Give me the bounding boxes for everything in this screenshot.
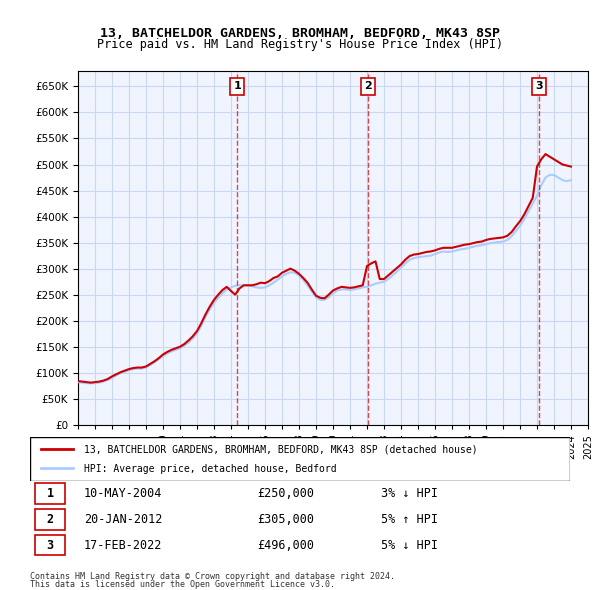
Text: Price paid vs. HM Land Registry's House Price Index (HPI): Price paid vs. HM Land Registry's House … <box>97 38 503 51</box>
Text: 2: 2 <box>364 81 372 91</box>
Text: Contains HM Land Registry data © Crown copyright and database right 2024.: Contains HM Land Registry data © Crown c… <box>30 572 395 581</box>
Text: 1: 1 <box>233 81 241 91</box>
Text: £305,000: £305,000 <box>257 513 314 526</box>
FancyBboxPatch shape <box>30 437 570 481</box>
Text: 13, BATCHELDOR GARDENS, BROMHAM, BEDFORD, MK43 8SP: 13, BATCHELDOR GARDENS, BROMHAM, BEDFORD… <box>100 27 500 40</box>
Text: 2: 2 <box>47 513 54 526</box>
Text: 17-FEB-2022: 17-FEB-2022 <box>84 539 163 552</box>
Text: 3% ↓ HPI: 3% ↓ HPI <box>381 487 438 500</box>
Text: 20-JAN-2012: 20-JAN-2012 <box>84 513 163 526</box>
Text: 3: 3 <box>47 539 54 552</box>
Text: 13, BATCHELDOR GARDENS, BROMHAM, BEDFORD, MK43 8SP (detached house): 13, BATCHELDOR GARDENS, BROMHAM, BEDFORD… <box>84 445 478 455</box>
FancyBboxPatch shape <box>35 535 65 555</box>
Text: This data is licensed under the Open Government Licence v3.0.: This data is licensed under the Open Gov… <box>30 580 335 589</box>
Text: 1: 1 <box>47 487 54 500</box>
Text: £496,000: £496,000 <box>257 539 314 552</box>
Text: 5% ↑ HPI: 5% ↑ HPI <box>381 513 438 526</box>
Text: 10-MAY-2004: 10-MAY-2004 <box>84 487 163 500</box>
Text: £250,000: £250,000 <box>257 487 314 500</box>
Text: HPI: Average price, detached house, Bedford: HPI: Average price, detached house, Bedf… <box>84 464 337 474</box>
Text: 5% ↓ HPI: 5% ↓ HPI <box>381 539 438 552</box>
Text: 3: 3 <box>535 81 543 91</box>
FancyBboxPatch shape <box>35 509 65 530</box>
FancyBboxPatch shape <box>35 483 65 504</box>
